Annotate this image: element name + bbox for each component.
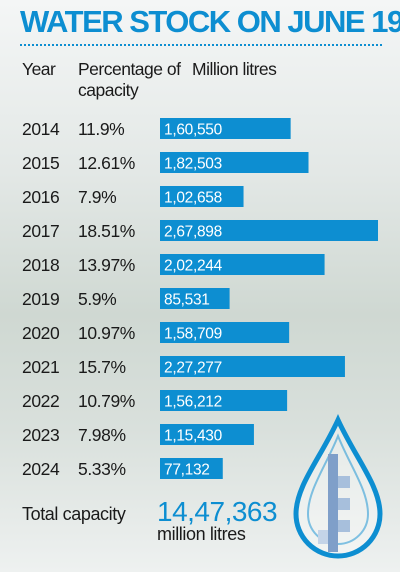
percentage-label: 10.79% <box>78 391 135 411</box>
total-capacity-unit: million litres <box>157 524 246 544</box>
bar <box>160 118 291 139</box>
value-label: 1,58,709 <box>164 326 222 343</box>
value-label: 1,82,503 <box>164 156 222 173</box>
value-label: 1,02,658 <box>164 190 222 207</box>
title-divider <box>20 44 382 46</box>
bar <box>160 152 309 173</box>
percentage-label: 13.97% <box>78 255 135 275</box>
total-capacity-label: Total capacity <box>22 504 126 524</box>
bar <box>160 288 230 309</box>
header-year: Year <box>22 59 56 79</box>
value-label: 1,56,212 <box>164 394 222 411</box>
bar <box>160 458 223 479</box>
year-label: 2017 <box>22 221 59 241</box>
year-label: 2019 <box>22 289 59 309</box>
percentage-label: 10.97% <box>78 323 135 343</box>
percentage-label: 5.9% <box>78 289 116 309</box>
value-label: 2,02,244 <box>164 258 223 275</box>
year-label: 2014 <box>22 119 60 139</box>
bar <box>160 424 254 445</box>
total-capacity-value: 14,47,363 <box>157 496 278 527</box>
year-label: 2018 <box>22 255 59 275</box>
percentage-label: 15.7% <box>78 357 126 377</box>
bar <box>160 390 288 411</box>
percentage-label: 12.61% <box>78 153 135 173</box>
bar <box>160 356 345 377</box>
header-million-litres: Million litres <box>192 59 277 79</box>
percentage-label: 18.51% <box>78 221 135 241</box>
water-drop-icon <box>293 414 383 559</box>
year-label: 2023 <box>22 425 59 445</box>
value-label: 2,27,277 <box>164 360 222 377</box>
percentage-label: 11.9% <box>78 119 124 139</box>
bar <box>160 186 244 207</box>
year-label: 2015 <box>22 153 59 173</box>
percentage-label: 7.9% <box>78 187 116 207</box>
header-percentage: Percentage of capacity <box>78 59 181 100</box>
percentage-label: 5.33% <box>78 459 126 479</box>
year-label: 2021 <box>22 357 59 377</box>
value-label: 2,67,898 <box>164 224 222 241</box>
bar <box>160 254 325 275</box>
value-label: 1,60,550 <box>164 122 223 139</box>
bar <box>160 220 378 241</box>
bar <box>160 322 290 343</box>
chart-title: WATER STOCK ON JUNE 19 <box>20 4 400 39</box>
value-label: 85,531 <box>164 292 210 309</box>
year-label: 2016 <box>22 187 59 207</box>
percentage-label: 7.98% <box>78 425 126 445</box>
year-label: 2020 <box>22 323 60 343</box>
year-label: 2024 <box>22 459 60 479</box>
value-label: 77,132 <box>164 462 210 479</box>
value-label: 1,15,430 <box>164 428 223 445</box>
year-label: 2022 <box>22 391 59 411</box>
